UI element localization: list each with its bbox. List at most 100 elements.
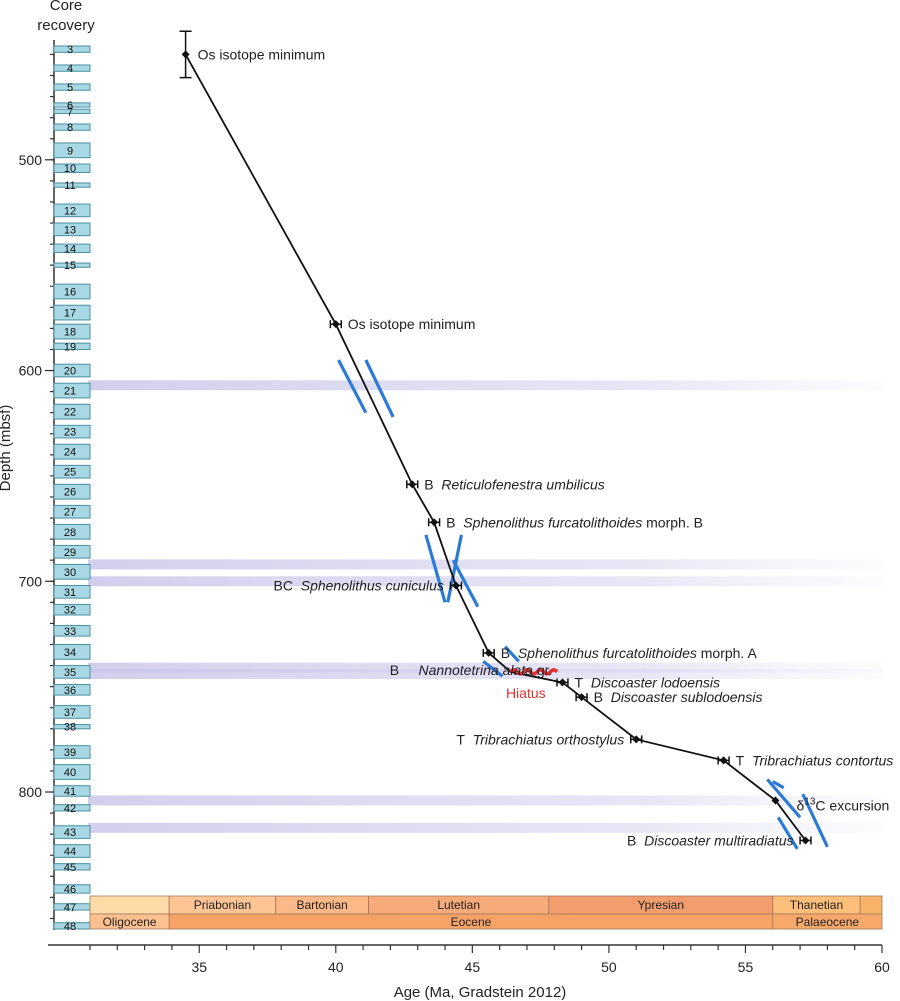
datum-point [719, 756, 728, 765]
core-box [53, 163, 91, 173]
x-tick-label: 45 [465, 959, 481, 975]
core-box [53, 222, 91, 237]
datum-taxon-name: Os isotope minimum [198, 46, 326, 62]
datum-event-marker: BC [274, 577, 301, 593]
y-tick-label: 800 [19, 784, 43, 800]
datum-point [771, 796, 780, 805]
carbon-excursion-label: δ13C excursion [796, 796, 889, 813]
datum-label: Os isotope minimum [198, 46, 326, 62]
core-box [53, 108, 91, 114]
core-box [53, 603, 91, 616]
nannotetrina-label-part: B [390, 662, 419, 678]
core-number-label: 18 [64, 327, 76, 339]
excursion-text: C excursion [815, 797, 889, 813]
blue-correlation-bands [337, 359, 829, 850]
core-box [53, 382, 91, 399]
core-number-label: 12 [64, 205, 76, 217]
core-box [53, 283, 91, 300]
datum-point [430, 518, 439, 527]
shaded-interval [88, 795, 883, 806]
core-number-label: 39 [64, 747, 76, 759]
datum-event-marker: T [736, 752, 752, 768]
core-box [53, 304, 91, 321]
stage-cell [859, 895, 883, 915]
datum-point [451, 581, 460, 590]
x-tick-label: 50 [601, 959, 617, 975]
core-box [53, 323, 91, 340]
datum-label: Os isotope minimum [348, 316, 476, 332]
datum-label: T Discoaster lodoensis [574, 674, 720, 690]
core-box [53, 884, 91, 894]
core-box [53, 863, 91, 871]
core-number-label: 16 [64, 287, 76, 299]
core-box [53, 724, 91, 730]
datum-taxon-name: Sphenolithus furcatolithoides [463, 514, 642, 530]
core-box [53, 504, 91, 519]
core-number-label: 31 [64, 587, 76, 599]
core-number-label: 44 [64, 846, 76, 858]
shaded-intervals [88, 380, 883, 833]
datum-label: B Discoaster sublodoensis [594, 689, 763, 705]
datum-taxon-name: Discoaster sublodoensis [611, 689, 763, 705]
y-tick-label: 500 [19, 152, 43, 168]
datum-label: B Sphenolithus furcatolithoides morph. A [501, 645, 758, 661]
core-box [53, 123, 91, 131]
shaded-interval [88, 669, 883, 680]
y-axis-label: Depth (mbsf) [0, 405, 14, 492]
delta-symbol: δ [796, 797, 804, 813]
stage-label: Ypresian [638, 898, 684, 912]
core-number-label: 9 [67, 145, 73, 157]
blue-band [446, 534, 463, 603]
stage-label: Thanetian [790, 898, 843, 912]
core-number-label: 43 [64, 827, 76, 839]
core-number-label: 30 [64, 567, 76, 579]
nannotetrina-label-part: Nannotetrina alata [419, 662, 534, 678]
datum-point [331, 320, 340, 329]
core-number-label: 48 [64, 921, 76, 933]
stage-cell [89, 895, 170, 915]
datum-taxon-name: Discoaster multiradiatus [644, 832, 793, 848]
core-box [53, 544, 91, 559]
core-number-label: 17 [64, 308, 76, 320]
datum-taxon-name: Sphenolithus furcatolithoides [518, 645, 697, 661]
core-box [53, 523, 91, 540]
core-number-label: 3 [67, 44, 73, 56]
datum-taxon-name: Tribrachiatus orthostylus [473, 731, 624, 747]
datum-points [179, 30, 812, 845]
datum-taxon-name: Discoaster lodoensis [591, 674, 720, 690]
stage-label: Bartonian [296, 898, 347, 912]
nannotetrina-label: B Nannotetrina alata gr. [390, 662, 553, 678]
datum-taxon-name: Os isotope minimum [348, 316, 476, 332]
core-recovery-column: 3456789101112131415161718192021222324252… [50, 40, 91, 933]
core-box [53, 804, 91, 812]
core-number-label: 28 [64, 527, 76, 539]
x-tick-label: 60 [874, 959, 890, 975]
blue-band [424, 534, 447, 603]
core-number-label: 19 [64, 341, 76, 353]
datum-event-marker: T [574, 674, 590, 690]
datum-taxon-name: Sphenolithus cuniculus [301, 577, 444, 593]
stage-label: Priabonian [194, 898, 251, 912]
core-number-label: 40 [64, 767, 76, 779]
blue-band [482, 660, 504, 678]
datum-point [181, 50, 190, 59]
core-box [53, 203, 91, 218]
geologic-timescale: Priabonian Bartonian Lutetian Ypresian Thane… [89, 895, 883, 930]
datum-point [632, 735, 641, 744]
blue-band [503, 645, 520, 663]
core-box [53, 262, 91, 268]
datum-event-marker: B [424, 476, 441, 492]
shaded-interval [88, 822, 883, 833]
core-box [53, 102, 91, 108]
age-depth-polyline [184, 53, 807, 842]
blue-band [451, 559, 480, 608]
core-box [53, 45, 91, 53]
datum-point [577, 693, 586, 702]
core-box [53, 83, 91, 91]
core-number-label: 32 [64, 605, 76, 617]
core-box [53, 443, 91, 460]
shaded-interval [88, 662, 883, 673]
core-box [53, 625, 91, 637]
shaded-interval [88, 380, 883, 391]
core-box [53, 745, 91, 759]
